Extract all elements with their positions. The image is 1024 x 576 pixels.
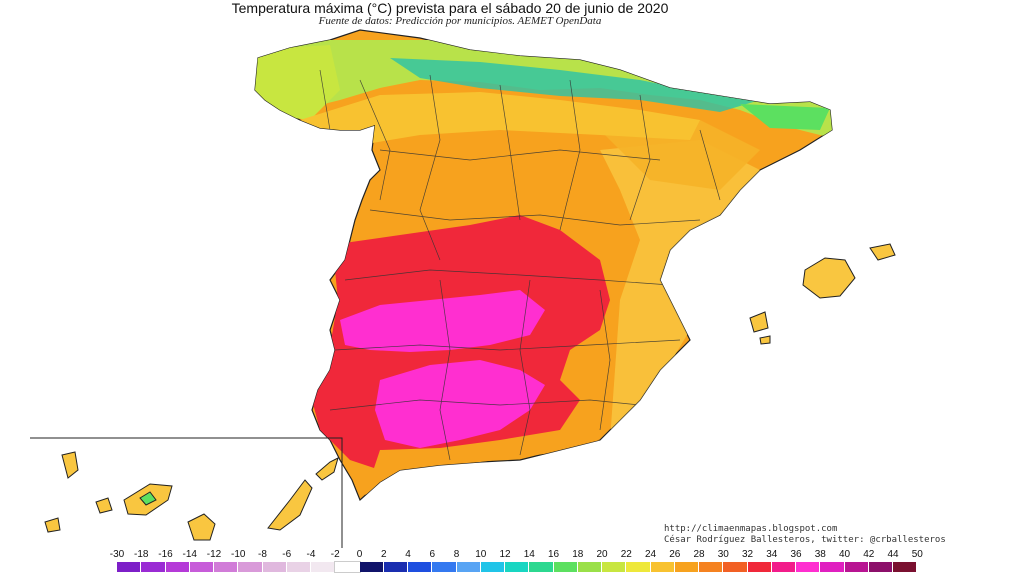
legend-swatch bbox=[553, 562, 578, 572]
legend-swatch bbox=[577, 562, 602, 572]
legend-label: 38 bbox=[814, 549, 826, 560]
legend-swatch bbox=[238, 562, 263, 572]
very-hot-zone-guadiana bbox=[340, 290, 545, 352]
legend-label: 16 bbox=[547, 549, 560, 560]
la-palma-shape bbox=[61, 451, 79, 479]
legend-swatch bbox=[480, 562, 505, 572]
legend-swatch bbox=[189, 562, 214, 572]
legend-swatch bbox=[262, 562, 287, 572]
legend-swatch bbox=[359, 562, 384, 572]
pyrenees-cool bbox=[740, 104, 830, 130]
legend-label: 44 bbox=[887, 549, 899, 560]
galicia-green bbox=[255, 45, 340, 120]
legend-swatch bbox=[311, 562, 336, 572]
legend-swatch bbox=[505, 562, 530, 572]
legend-label: 18 bbox=[572, 549, 584, 560]
legend-label: 42 bbox=[863, 549, 875, 560]
legend-label: -8 bbox=[258, 549, 267, 560]
legend-swatch bbox=[747, 562, 772, 572]
credits-author: César Rodríguez Ballesteros, twitter: @c… bbox=[664, 535, 946, 545]
legend-swatch bbox=[868, 562, 893, 572]
very-hot-zone-guadalquivir bbox=[375, 360, 545, 448]
credits-blog: http://climaenmapas.blogspot.com bbox=[664, 524, 838, 534]
legend-swatch bbox=[771, 562, 796, 572]
menorca-shape bbox=[869, 243, 896, 261]
legend-label: -14 bbox=[182, 549, 197, 560]
legend-label: 30 bbox=[717, 549, 729, 560]
legend-swatch bbox=[141, 562, 166, 572]
legend-label: 34 bbox=[766, 549, 778, 560]
legend-swatch bbox=[383, 562, 408, 572]
legend-label: 26 bbox=[669, 549, 681, 560]
legend-label: 50 bbox=[911, 549, 923, 560]
canary-islands bbox=[44, 451, 339, 541]
legend-label: 32 bbox=[741, 549, 754, 560]
el-hierro-shape bbox=[44, 517, 61, 533]
legend-label: -10 bbox=[231, 549, 246, 560]
map-subtitle: Fuente de datos: Predicción por municipi… bbox=[318, 15, 602, 27]
legend-label: 6 bbox=[429, 549, 436, 560]
mallorca-shape bbox=[802, 257, 856, 299]
legend-label: -30 bbox=[109, 549, 125, 560]
northern-plateau-band bbox=[300, 92, 700, 145]
legend-label: -12 bbox=[206, 549, 222, 560]
legend-swatch bbox=[723, 562, 748, 572]
legend-swatch bbox=[796, 562, 821, 572]
lanzarote-shape bbox=[315, 457, 339, 481]
legend-swatch bbox=[529, 562, 554, 572]
legend-label: -18 bbox=[134, 549, 149, 560]
legend-label: -2 bbox=[330, 549, 340, 560]
legend-swatch bbox=[408, 562, 433, 572]
legend-label: 28 bbox=[693, 549, 705, 560]
legend-label: 20 bbox=[596, 549, 608, 560]
gran-canaria-shape bbox=[187, 513, 216, 541]
legend-label: 8 bbox=[453, 549, 460, 560]
ibiza-shape bbox=[749, 311, 769, 333]
legend-label: -6 bbox=[282, 549, 292, 560]
temperature-map bbox=[30, 29, 896, 548]
legend-swatch bbox=[626, 562, 651, 572]
legend-swatch bbox=[165, 562, 190, 572]
legend-swatch bbox=[674, 562, 699, 572]
province-borders bbox=[319, 69, 721, 461]
credits-block: http://climaenmapas.blogspot.com César R… bbox=[664, 524, 946, 546]
legend-swatch bbox=[456, 562, 481, 572]
legend-label: -4 bbox=[306, 549, 316, 560]
legend-label: 4 bbox=[405, 549, 411, 560]
tenerife-peak bbox=[139, 491, 157, 506]
legend-swatch bbox=[214, 562, 239, 572]
fuerteventura-shape bbox=[267, 479, 313, 531]
legend-label: 36 bbox=[790, 549, 802, 560]
legend-label: 14 bbox=[523, 549, 535, 560]
map-title: Temperatura máxima (°C) prevista para el… bbox=[231, 0, 669, 16]
legend-swatch bbox=[286, 562, 311, 572]
la-gomera-shape bbox=[95, 497, 113, 514]
legend-label: 22 bbox=[620, 549, 632, 560]
formentera-shape bbox=[759, 335, 771, 345]
legend-swatch bbox=[699, 562, 724, 572]
legend-label: 40 bbox=[838, 549, 851, 560]
cantabrian-mountains bbox=[390, 58, 760, 112]
legend-label: 24 bbox=[644, 549, 657, 560]
legend-label: 0 bbox=[356, 549, 363, 560]
south-coast-zone bbox=[365, 430, 600, 495]
legend-swatch bbox=[432, 562, 457, 572]
legend-swatch bbox=[117, 562, 142, 572]
east-coast-zone bbox=[600, 140, 760, 440]
legend-swatch bbox=[602, 562, 627, 572]
legend-label: -16 bbox=[158, 549, 173, 560]
legend-swatch bbox=[820, 562, 845, 572]
legend-label: 12 bbox=[499, 549, 511, 560]
balearic-islands bbox=[749, 243, 896, 345]
canary-inset-frame bbox=[30, 437, 343, 548]
ebro-zone bbox=[600, 120, 760, 190]
legend-swatch bbox=[893, 562, 918, 572]
legend-swatch bbox=[844, 562, 869, 572]
legend-swatch bbox=[650, 562, 675, 572]
legend-swatch bbox=[334, 561, 361, 573]
legend-label: 10 bbox=[475, 549, 487, 560]
temperature-legend: -30 -18 -16 -14 -12 -10 -8 -6 -4 -2 0 2 4 6 8 10 12 14 16 1… bbox=[0, 549, 1024, 576]
legend-label: 2 bbox=[380, 549, 387, 560]
